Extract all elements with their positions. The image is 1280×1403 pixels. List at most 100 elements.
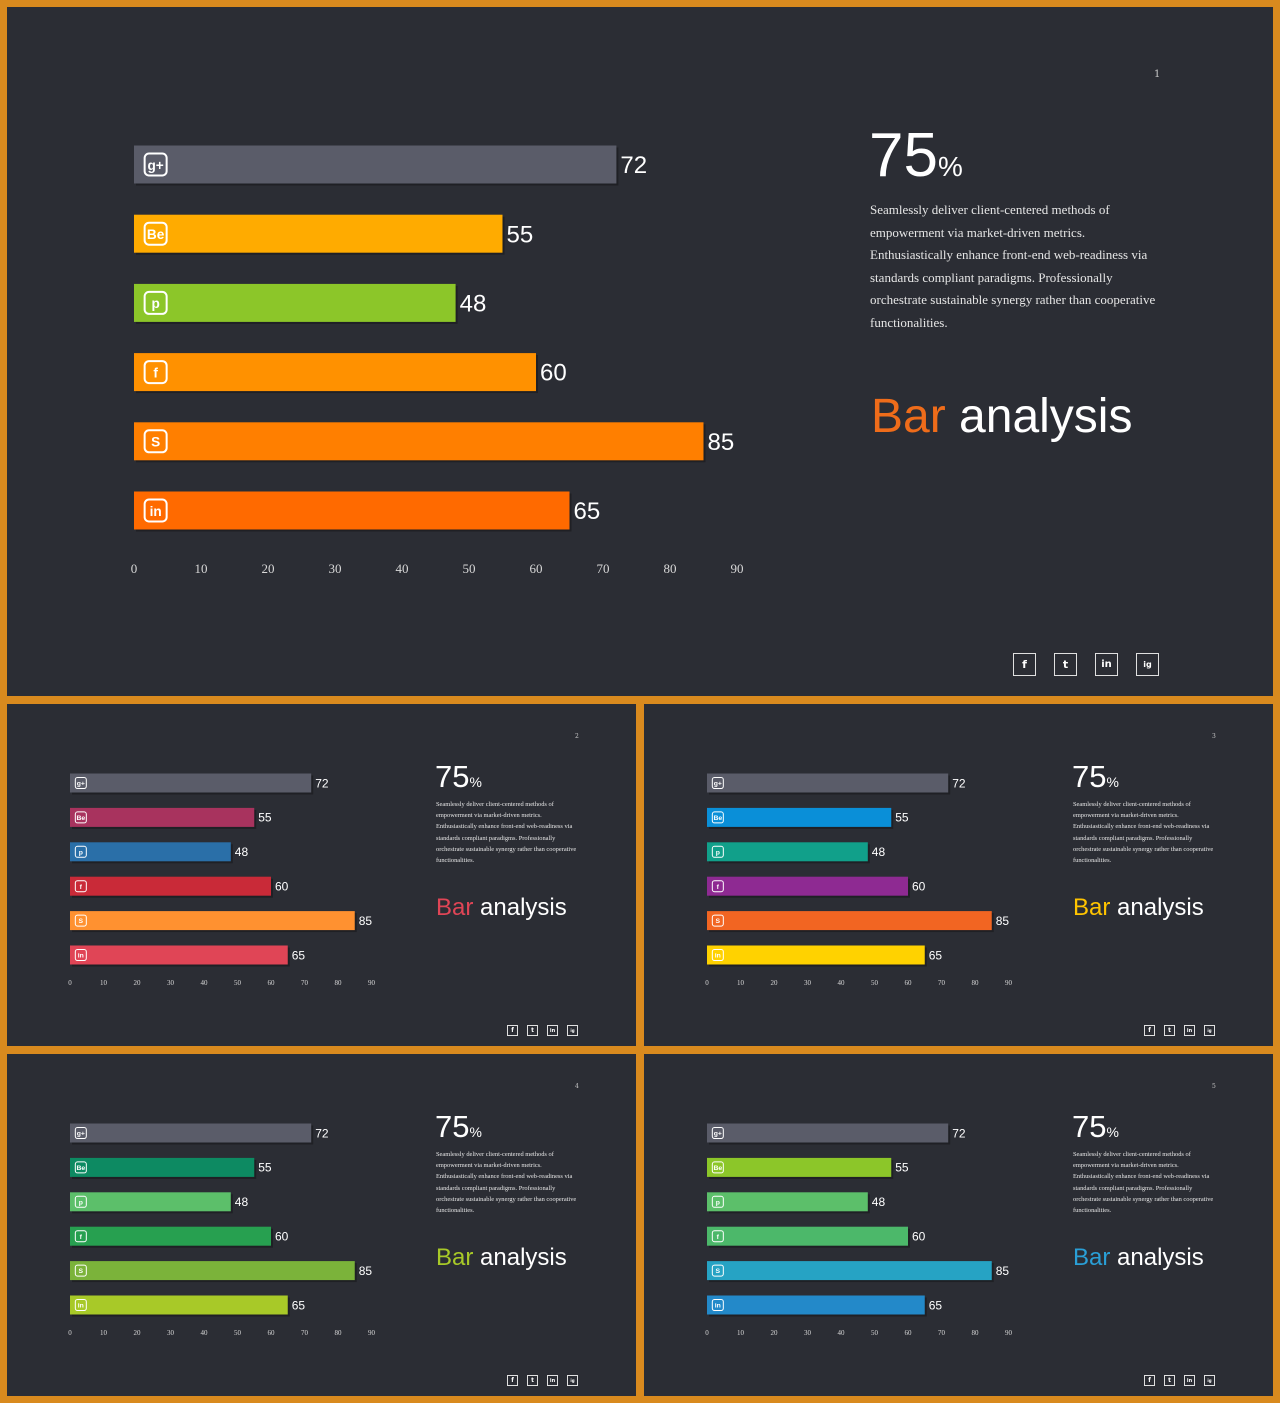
google-plus-icon-glyph: g+ xyxy=(714,1131,722,1138)
tick-label: 10 xyxy=(100,1329,108,1337)
heading: Bar analysis xyxy=(1073,1246,1204,1270)
stat-value: 75% xyxy=(435,761,482,792)
bar-behance: Be 55 xyxy=(707,807,909,829)
bar-value-label: 72 xyxy=(315,1126,329,1140)
bar-pinterest: p 48 xyxy=(70,1192,248,1214)
behance-icon xyxy=(711,811,724,824)
bar-google-plus: g+ 72 xyxy=(134,145,647,186)
instagram-icon[interactable]: ig xyxy=(1136,653,1159,676)
google-plus-icon xyxy=(74,1127,87,1139)
heading-accent: Bar xyxy=(1073,894,1111,921)
bar-google-plus: g+ 72 xyxy=(707,1123,966,1145)
bar-value-label: 65 xyxy=(292,1298,306,1312)
stat-number: 75 xyxy=(435,759,470,794)
bar-facebook: f 60 xyxy=(707,1226,926,1248)
facebook-icon xyxy=(74,1230,87,1243)
google-plus-icon xyxy=(143,152,168,177)
linkedin-icon[interactable]: in xyxy=(1184,1375,1195,1386)
bar-chart: g+ 72 Be 55 p 48 f 60 S 85 in 65 0 10 20 30 40 50 60 70 80 90 xyxy=(705,773,1013,987)
instagram-icon[interactable]: ig xyxy=(1204,1375,1215,1386)
facebook-icon[interactable]: f xyxy=(1144,1375,1155,1386)
slide-1: 1 g+ 72 Be 55 p 48 f 60 S 85 in 65 0 10 20 30 40 50 60 70 80… xyxy=(7,7,1273,696)
facebook-icon[interactable]: f xyxy=(507,1375,518,1386)
bar-rect xyxy=(70,1157,255,1177)
heading: Bar analysis xyxy=(436,896,567,920)
page-number: 1 xyxy=(1154,69,1161,80)
bar-rect xyxy=(707,1192,868,1212)
x-axis-ticks: 0 10 20 30 40 50 60 70 80 90 xyxy=(68,979,375,987)
skype-icon-glyph: S xyxy=(716,1268,721,1275)
bar-rect xyxy=(707,807,892,827)
bar-behance: Be 55 xyxy=(70,807,272,829)
tick-label: 10 xyxy=(195,561,208,576)
bar-rect xyxy=(707,1261,992,1281)
tick-label: 40 xyxy=(201,1329,209,1337)
bar-pinterest: p 48 xyxy=(707,1192,886,1214)
twitter-icon[interactable]: t xyxy=(527,1025,538,1036)
google-plus-icon-glyph: g+ xyxy=(77,1131,85,1138)
tick-label: 40 xyxy=(396,561,409,576)
facebook-icon[interactable]: f xyxy=(1013,653,1036,676)
instagram-icon[interactable]: ig xyxy=(567,1375,578,1386)
x-axis-ticks: 0 10 20 30 40 50 60 70 80 90 xyxy=(131,561,744,576)
facebook-icon[interactable]: f xyxy=(1144,1025,1155,1036)
bar-chart: g+ 72 Be 55 p 48 f 60 S 85 in 65 0 10 20 30 40 50 60 70 80 90 xyxy=(68,1123,376,1337)
behance-icon-glyph: Be xyxy=(713,1165,722,1172)
tick-label: 40 xyxy=(201,979,209,987)
linkedin-icon[interactable]: in xyxy=(1184,1025,1195,1036)
instagram-icon[interactable]: ig xyxy=(567,1025,578,1036)
slide-2: 2 g+ 72 Be 55 p 48 f 60 S 85 in 65 0 10 20 30 40 50 60 70 80… xyxy=(7,704,636,1046)
linkedin-icon[interactable]: in xyxy=(547,1375,558,1386)
heading-accent: Bar xyxy=(436,894,474,921)
linkedin-icon[interactable]: in xyxy=(547,1025,558,1036)
bar-rect xyxy=(134,353,536,392)
linkedin-icon-glyph: in xyxy=(78,1303,84,1310)
heading: Bar analysis xyxy=(436,1246,567,1270)
description: Seamlessly deliver client-centered metho… xyxy=(436,801,577,865)
instagram-icon[interactable]: ig xyxy=(1204,1025,1215,1036)
twitter-icon[interactable]: t xyxy=(1164,1375,1175,1386)
bar-skype: S 85 xyxy=(134,422,734,463)
bar-value-label: 85 xyxy=(996,1264,1010,1278)
twitter-icon[interactable]: t xyxy=(1164,1025,1175,1036)
behance-icon-glyph: Be xyxy=(147,227,165,242)
skype-icon-glyph: S xyxy=(716,918,721,925)
facebook-icon[interactable]: f xyxy=(507,1025,518,1036)
bar-behance: Be 55 xyxy=(70,1157,272,1179)
twitter-icon[interactable]: t xyxy=(527,1375,538,1386)
description: Seamlessly deliver client-centered metho… xyxy=(870,202,1156,330)
stat-value: 75% xyxy=(1072,761,1119,792)
facebook-icon-glyph: f xyxy=(80,884,83,891)
bar-rect xyxy=(134,422,704,461)
bar-behance: Be 55 xyxy=(707,1157,909,1179)
skype-icon-glyph: S xyxy=(79,918,84,925)
tick-label: 20 xyxy=(262,561,275,576)
tick-label: 30 xyxy=(167,979,175,987)
bar-rect xyxy=(134,283,456,322)
twitter-icon[interactable]: t xyxy=(1054,653,1077,676)
bar-value-label: 60 xyxy=(912,880,926,894)
tick-label: 80 xyxy=(972,1329,980,1337)
tick-label: 40 xyxy=(838,979,846,987)
skype-icon xyxy=(711,914,724,927)
page-number: 5 xyxy=(1212,1083,1216,1090)
bar-linkedin: in 65 xyxy=(70,945,305,967)
bar-rect xyxy=(70,773,312,793)
pinterest-icon-glyph: p xyxy=(151,296,159,311)
linkedin-icon[interactable]: in xyxy=(1095,653,1118,676)
bar-chart: g+ 72 Be 55 p 48 f 60 S 85 in 65 0 10 20 30 40 50 60 70 80 90 xyxy=(131,145,744,576)
tick-label: 70 xyxy=(938,979,946,987)
facebook-icon xyxy=(143,360,168,385)
bar-pinterest: p 48 xyxy=(707,842,885,864)
bar-facebook: f 60 xyxy=(70,1226,289,1248)
tick-label: 70 xyxy=(301,1329,309,1337)
heading: Bar analysis xyxy=(1073,896,1204,920)
linkedin-icon-glyph: in xyxy=(150,504,162,519)
slide-3: 3 g+ 72 Be 55 p 48 f 60 S 85 in 65 0 10 20 30 40 50 60 70 80… xyxy=(644,704,1273,1046)
x-axis-ticks: 0 10 20 30 40 50 60 70 80 90 xyxy=(68,1329,375,1337)
bar-value-label: 48 xyxy=(872,1195,886,1209)
linkedin-icon xyxy=(711,949,724,961)
tick-label: 70 xyxy=(597,561,610,576)
bar-pinterest: p 48 xyxy=(70,842,248,864)
bar-google-plus: g+ 72 xyxy=(707,773,966,795)
